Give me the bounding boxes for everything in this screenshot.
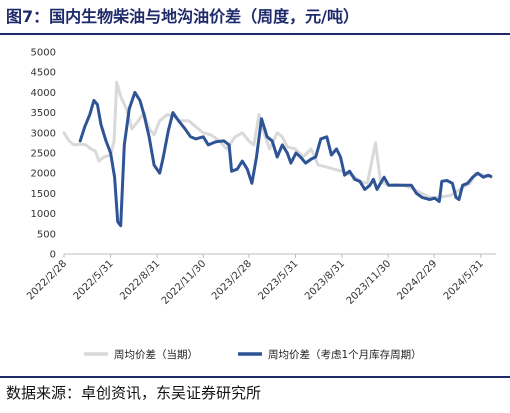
x-tick-label: 2023/11/30 [345, 258, 394, 307]
x-tick-label: 2023/2/28 [210, 258, 254, 302]
legend-label-1: 周均价差（当期） [114, 348, 198, 361]
line-chart: 0 500 1000 1500 2000 2500 3000 3500 4000 4500 5000… [25, 48, 496, 361]
y-tick-label: 2500 [31, 149, 56, 160]
y-tick-label: 3000 [31, 128, 56, 139]
series-layer [62, 80, 493, 228]
y-tick-label: 4500 [31, 68, 56, 79]
series-line-2 [78, 90, 493, 228]
x-tick-label: 2024/5/31 [442, 258, 486, 302]
source-note: 数据来源：卓创资讯，东吴证券研究所 [6, 384, 262, 402]
chart-title: 图7：国内生物柴油与地沟油价差（周度，元/吨） [6, 7, 359, 26]
legend: 周均价差（当期） 周均价差（考虑1个月库存周期） [84, 348, 422, 361]
y-tick-label: 5000 [31, 48, 56, 59]
y-tick-label: 3500 [31, 108, 56, 119]
y-tick-label: 4000 [31, 88, 56, 99]
y-tick-label: 2000 [31, 169, 56, 180]
y-tick-label: 1500 [31, 189, 56, 200]
y-tick-label: 1000 [31, 209, 56, 220]
source-rule [0, 376, 510, 378]
x-tick-label: 2024/2/29 [395, 258, 439, 302]
x-tick-label: 2022/11/30 [160, 258, 209, 307]
x-tick-label: 2023/8/31 [303, 258, 347, 302]
y-tick-label: 500 [37, 229, 56, 240]
title-rule [0, 33, 510, 35]
x-tick-label: 2022/8/31 [118, 258, 162, 302]
x-tick-label: 2022/2/28 [25, 258, 69, 302]
y-axis: 0 500 1000 1500 2000 2500 3000 3500 4000 4500 5000 [31, 48, 56, 261]
y-tick-label: 0 [50, 250, 56, 261]
series-line-1 [62, 80, 493, 199]
x-tick-label: 2022/5/31 [72, 258, 116, 302]
x-tick-label: 2023/5/31 [257, 258, 301, 302]
legend-label-2: 周均价差（考虑1个月库存周期） [268, 348, 422, 361]
